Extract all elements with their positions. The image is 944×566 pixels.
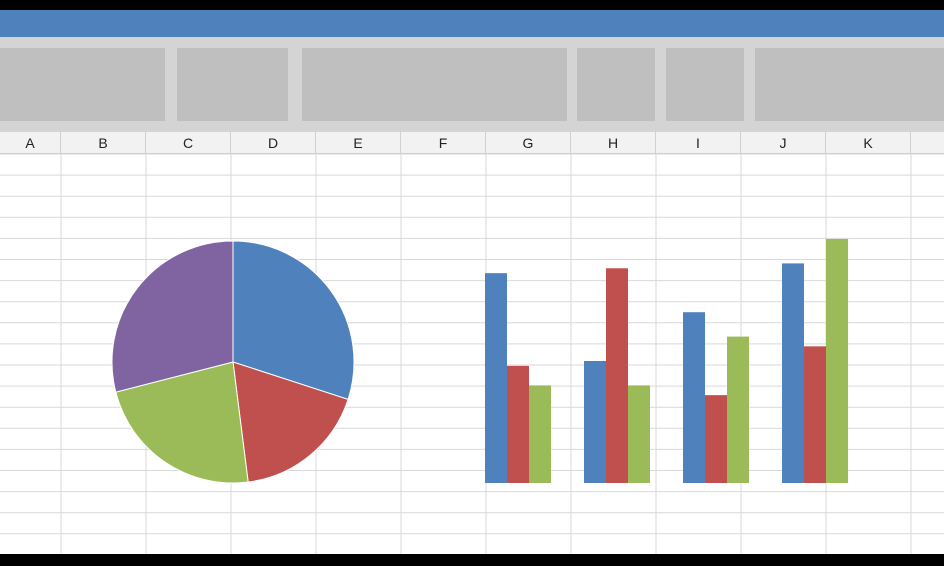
ribbon-toolbar [0, 37, 944, 132]
ribbon-group-6[interactable] [755, 48, 944, 121]
pie-slice-4[interactable] [111, 240, 234, 393]
ribbon-group-2[interactable] [177, 48, 288, 121]
column-header-a[interactable]: A [0, 132, 61, 154]
column-header-k[interactable]: K [826, 132, 911, 154]
bar-3-series-2[interactable] [705, 395, 727, 483]
pie-chart[interactable] [111, 240, 355, 484]
bar-2-series-1[interactable] [584, 361, 606, 483]
pie-slice-1[interactable] [232, 240, 355, 401]
bar-4-series-1[interactable] [782, 263, 804, 483]
bar-2-series-3[interactable] [628, 385, 650, 483]
column-header-f[interactable]: F [401, 132, 486, 154]
bar-chart[interactable] [485, 239, 848, 483]
ribbon-group-4[interactable] [577, 48, 655, 121]
bar-3-series-3[interactable] [727, 336, 749, 483]
title-bar [0, 10, 944, 37]
bar-1-series-2[interactable] [507, 365, 529, 483]
column-header-c[interactable]: C [146, 132, 231, 154]
column-header-i[interactable]: I [656, 132, 741, 154]
bar-2-series-2[interactable] [606, 268, 628, 483]
bar-1-series-1[interactable] [485, 273, 507, 483]
bottom-border [0, 554, 944, 566]
ribbon-group-1[interactable] [0, 48, 165, 121]
column-header-g[interactable]: G [486, 132, 571, 154]
bar-4-series-3[interactable] [826, 239, 848, 483]
pie-slice-3[interactable] [115, 361, 249, 484]
bar-1-series-3[interactable] [529, 385, 551, 483]
column-header-d[interactable]: D [231, 132, 316, 154]
column-header-h[interactable]: H [571, 132, 656, 154]
ribbon-group-3[interactable] [302, 48, 567, 121]
bar-4-series-2[interactable] [804, 346, 826, 483]
column-header-b[interactable]: B [61, 132, 146, 154]
pie-slice-2[interactable] [232, 361, 349, 483]
bar-3-series-1[interactable] [683, 312, 705, 483]
ribbon-group-5[interactable] [666, 48, 744, 121]
column-header-e[interactable]: E [316, 132, 401, 154]
column-header-j[interactable]: J [741, 132, 826, 154]
